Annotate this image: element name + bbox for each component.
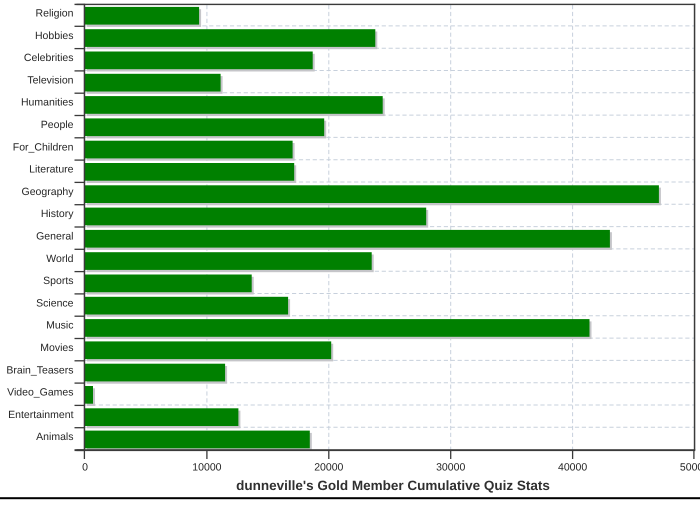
svg-text:World: World — [46, 253, 73, 265]
svg-text:Science: Science — [36, 297, 74, 309]
svg-text:Animals: Animals — [36, 431, 73, 443]
svg-text:People: People — [41, 119, 74, 131]
svg-text:20000: 20000 — [314, 461, 343, 473]
svg-text:50000: 50000 — [680, 461, 700, 473]
svg-text:Humanities: Humanities — [21, 97, 74, 109]
svg-text:General: General — [36, 231, 73, 243]
svg-text:History: History — [41, 208, 74, 220]
svg-text:Entertainment: Entertainment — [8, 409, 73, 421]
svg-text:10000: 10000 — [192, 461, 221, 473]
svg-text:Geography: Geography — [22, 186, 75, 198]
svg-text:Sports: Sports — [43, 275, 73, 287]
svg-text:0: 0 — [82, 461, 88, 473]
svg-text:For_Children: For_Children — [13, 141, 74, 153]
svg-text:dunneville's Gold Member Cumul: dunneville's Gold Member Cumulative Quiz… — [236, 478, 550, 493]
svg-text:40000: 40000 — [558, 461, 587, 473]
svg-text:Hobbies: Hobbies — [35, 30, 74, 42]
svg-text:Television: Television — [27, 74, 73, 86]
svg-text:Celebrities: Celebrities — [24, 52, 74, 64]
svg-text:Religion: Religion — [36, 8, 74, 20]
svg-text:Literature: Literature — [29, 164, 74, 176]
svg-text:30000: 30000 — [436, 461, 465, 473]
svg-text:Video_Games: Video_Games — [7, 387, 73, 399]
svg-text:Brain_Teasers: Brain_Teasers — [6, 364, 73, 376]
svg-text:Music: Music — [46, 320, 73, 332]
svg-text:Movies: Movies — [40, 342, 73, 354]
